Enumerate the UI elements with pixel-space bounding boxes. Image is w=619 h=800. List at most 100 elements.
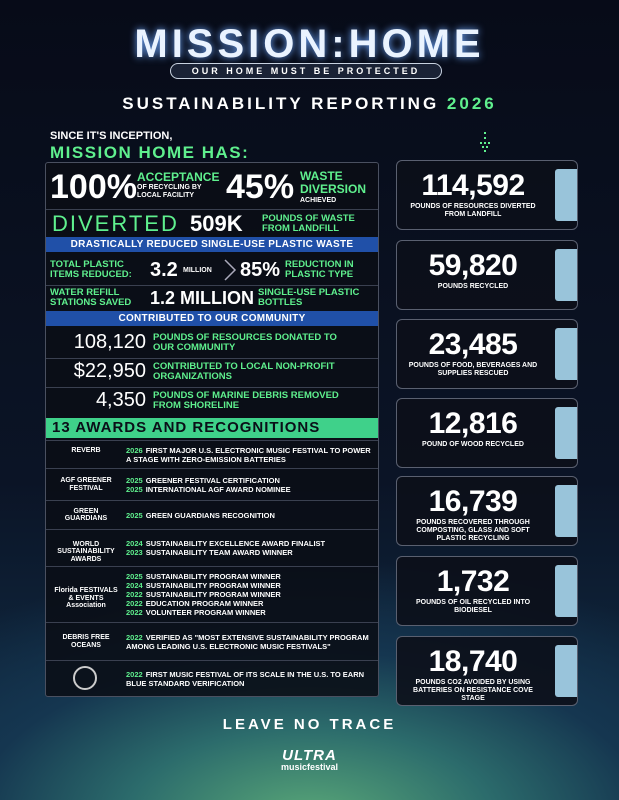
- award-lines: 2025 GREENER FESTIVAL CERTIFICATION 2025 IN…: [126, 476, 371, 494]
- section-banner: CONTRIBUTED TO OUR COMMUNITY: [46, 311, 378, 326]
- award-year: 2023: [126, 548, 143, 558]
- award-line: 2024 SUSTAINABILITY PROGRAM WINNER: [126, 581, 371, 590]
- stat-card: 59,820 POUNDS RECYCLED: [396, 240, 578, 310]
- stat-card: 12,816 POUND OF WOOD RECYCLED: [396, 398, 578, 468]
- award-row: GREEN GUARDIANS 2025 GREEN GUARDIANS RECOG…: [46, 500, 378, 530]
- award-text: SUSTAINABILITY PROGRAM WINNER: [145, 590, 281, 599]
- card-value: 1,732: [436, 565, 510, 598]
- award-row: WORLD SUSTAINABILITY AWARDS 2024 SUSTAINAB…: [46, 529, 378, 567]
- brand-logo: ULTRA musicfestival: [0, 748, 619, 773]
- intro-line: SINCE IT'S INCEPTION,: [50, 130, 173, 142]
- award-row: DEBRIS FREE OCEANS 2022 VERIFIED AS "MOST …: [46, 622, 378, 661]
- stat-card: 1,732 POUNDS OF OIL RECYCLED INTO BIODIES…: [396, 556, 578, 626]
- diversion-note: ACHIEVED: [300, 197, 337, 204]
- award-text: SUSTAINABILITY TEAM AWARD WINNER: [145, 548, 293, 558]
- card-label: POUNDS CO2 AVOIDED BY USING BATTERIES ON…: [413, 679, 533, 703]
- awards-title: 13 AWARDS AND RECOGNITIONS: [46, 418, 378, 438]
- stat-card: 16,739 POUNDS RECOVERED THROUGH COMPOSTIN…: [396, 476, 578, 546]
- card-icon: [555, 645, 577, 697]
- card-label: POUNDS OF RESOURCES DIVERTED FROM LANDFI…: [410, 203, 536, 219]
- community-value: $22,950: [73, 360, 146, 382]
- award-lines: 2026 FIRST MAJOR U.S. ELECTRONIC MUSIC FE…: [126, 446, 371, 464]
- community-text: POUNDS OF MARINE DEBRIS REMOVED FROM SHO…: [153, 390, 339, 411]
- award-year: 2026: [126, 446, 143, 456]
- award-text: GREEN GUARDIANS RECOGNITION: [145, 510, 275, 520]
- award-lines: 2022 VERIFIED AS "MOST EXTENSIVE SUSTAINA…: [126, 633, 371, 651]
- plastic-type-value: 85%: [240, 259, 281, 281]
- card-value: 16,739: [428, 485, 518, 518]
- award-year: 2025: [126, 475, 143, 485]
- card-value: 23,485: [428, 328, 518, 361]
- card-value: 18,740: [428, 645, 518, 678]
- water-label: WATER REFILL STATIONS SAVED: [50, 287, 132, 308]
- award-line: 2025 GREEN GUARDIANS RECOGNITION: [126, 511, 371, 520]
- award-year: 2025: [126, 572, 143, 581]
- award-year: 2022: [126, 669, 143, 679]
- plastic-items-label: TOTAL PLASTIC ITEMS REDUCED:: [50, 259, 132, 280]
- stat-card: 18,740 POUNDS CO2 AVOIDED BY USING BATTER…: [396, 636, 578, 706]
- community-text: POUNDS OF RESOURCES DONATED TO OUR COMMU…: [153, 332, 337, 353]
- water-value: 1.2 MILLION: [150, 288, 255, 308]
- report-year: 2026: [446, 94, 497, 113]
- community-value: 108,120: [73, 331, 146, 353]
- award-text: GREENER FESTIVAL CERTIFICATION: [145, 475, 280, 485]
- report-title: SUSTAINABILITY REPORTING: [122, 94, 440, 113]
- award-year: 2025: [126, 510, 143, 520]
- award-line: 2025 INTERNATIONAL AGF AWARD NOMINEE: [126, 485, 371, 494]
- award-logo: REVERB: [71, 447, 101, 454]
- award-text: EDUCATION PROGRAM WINNER: [145, 599, 264, 608]
- award-line: 2026 FIRST MAJOR U.S. ELECTRONIC MUSIC FE…: [126, 446, 371, 464]
- award-row: 2022 FIRST MUSIC FESTIVAL OF ITS SCALE IN…: [46, 660, 378, 696]
- report-heading: SUSTAINABILITY REPORTING 2026: [0, 94, 619, 114]
- award-logo: Florida FESTIVALS & EVENTS Association: [54, 587, 118, 610]
- award-text: SUSTAINABILITY EXCELLENCE AWARD FINALIST: [145, 539, 326, 549]
- card-label: POUNDS RECYCLED: [437, 283, 509, 290]
- brand: ULTRA: [282, 747, 337, 764]
- award-text: INTERNATIONAL AGF AWARD NOMINEE: [145, 484, 291, 494]
- card-icon: [555, 407, 577, 459]
- award-line: 2023 SUSTAINABILITY TEAM AWARD WINNER: [126, 548, 371, 557]
- down-arrow-icon: [480, 132, 490, 152]
- award-line: 2022 EDUCATION PROGRAM WINNER: [126, 599, 371, 608]
- plastic-items-unit: MILLION: [183, 267, 212, 274]
- award-year: 2025: [126, 484, 143, 494]
- card-icon: [555, 169, 577, 221]
- divider: [46, 387, 378, 388]
- award-row: Florida FESTIVALS & EVENTS Association 20…: [46, 566, 378, 623]
- community-value: 4,350: [95, 389, 146, 411]
- tagline: OUR HOME MUST BE PROTECTED: [170, 63, 442, 79]
- award-logo: DEBRIS FREE OCEANS: [62, 634, 110, 649]
- community-text: CONTRIBUTED TO LOCAL NON-PROFIT ORGANIZA…: [153, 361, 335, 382]
- award-lines: 2025 SUSTAINABILITY PROGRAM WINNER 2024 SUS…: [126, 572, 371, 617]
- diverted-label: DIVERTED: [52, 211, 179, 236]
- stat-card: 23,485 POUNDS OF FOOD, BEVERAGES AND SUPP…: [396, 319, 578, 389]
- brand-sub: musicfestival: [280, 762, 339, 772]
- plastic-items-value: 3.2: [150, 259, 178, 281]
- award-logo: GREEN GUARDIANS: [64, 507, 108, 523]
- award-text: FIRST MAJOR U.S. ELECTRONIC MUSIC FESTIV…: [126, 446, 371, 465]
- award-year: 2022: [126, 590, 143, 599]
- stat-card: 114,592 POUNDS OF RESOURCES DIVERTED FROM…: [396, 160, 578, 230]
- award-row: AGF GREENER FESTIVAL 2025 GREENER FESTIVAL…: [46, 468, 378, 501]
- card-label: POUNDS OF FOOD, BEVERAGES AND SUPPLIES R…: [408, 362, 538, 378]
- water-note: SINGLE-USE PLASTIC BOTTLES: [258, 287, 360, 308]
- card-icon: [555, 328, 577, 380]
- award-year: 2022: [126, 608, 143, 617]
- slogan: LEAVE NO TRACE: [222, 716, 397, 733]
- card-value: 12,816: [428, 407, 518, 440]
- card-label: POUNDS RECOVERED THROUGH COMPOSTING, GLA…: [416, 519, 530, 543]
- divider: [46, 358, 378, 359]
- card-icon: [555, 565, 577, 617]
- diversion-title: WASTE DIVERSION: [300, 169, 367, 196]
- intro-heading: MISSION HOME HAS:: [50, 143, 250, 162]
- award-badge: [73, 665, 97, 690]
- diversion-value: 45%: [226, 168, 295, 206]
- main-title: MISSION:HOME: [134, 22, 485, 66]
- award-year: 2024: [126, 539, 143, 549]
- award-line: 2025 SUSTAINABILITY PROGRAM WINNER: [126, 572, 371, 581]
- diverted-value: 509K: [190, 211, 243, 236]
- award-year: 2024: [126, 581, 143, 590]
- award-text: VOLUNTEER PROGRAM WINNER: [145, 608, 266, 617]
- award-line: 2022 VERIFIED AS "MOST EXTENSIVE SUSTAINA…: [126, 633, 371, 651]
